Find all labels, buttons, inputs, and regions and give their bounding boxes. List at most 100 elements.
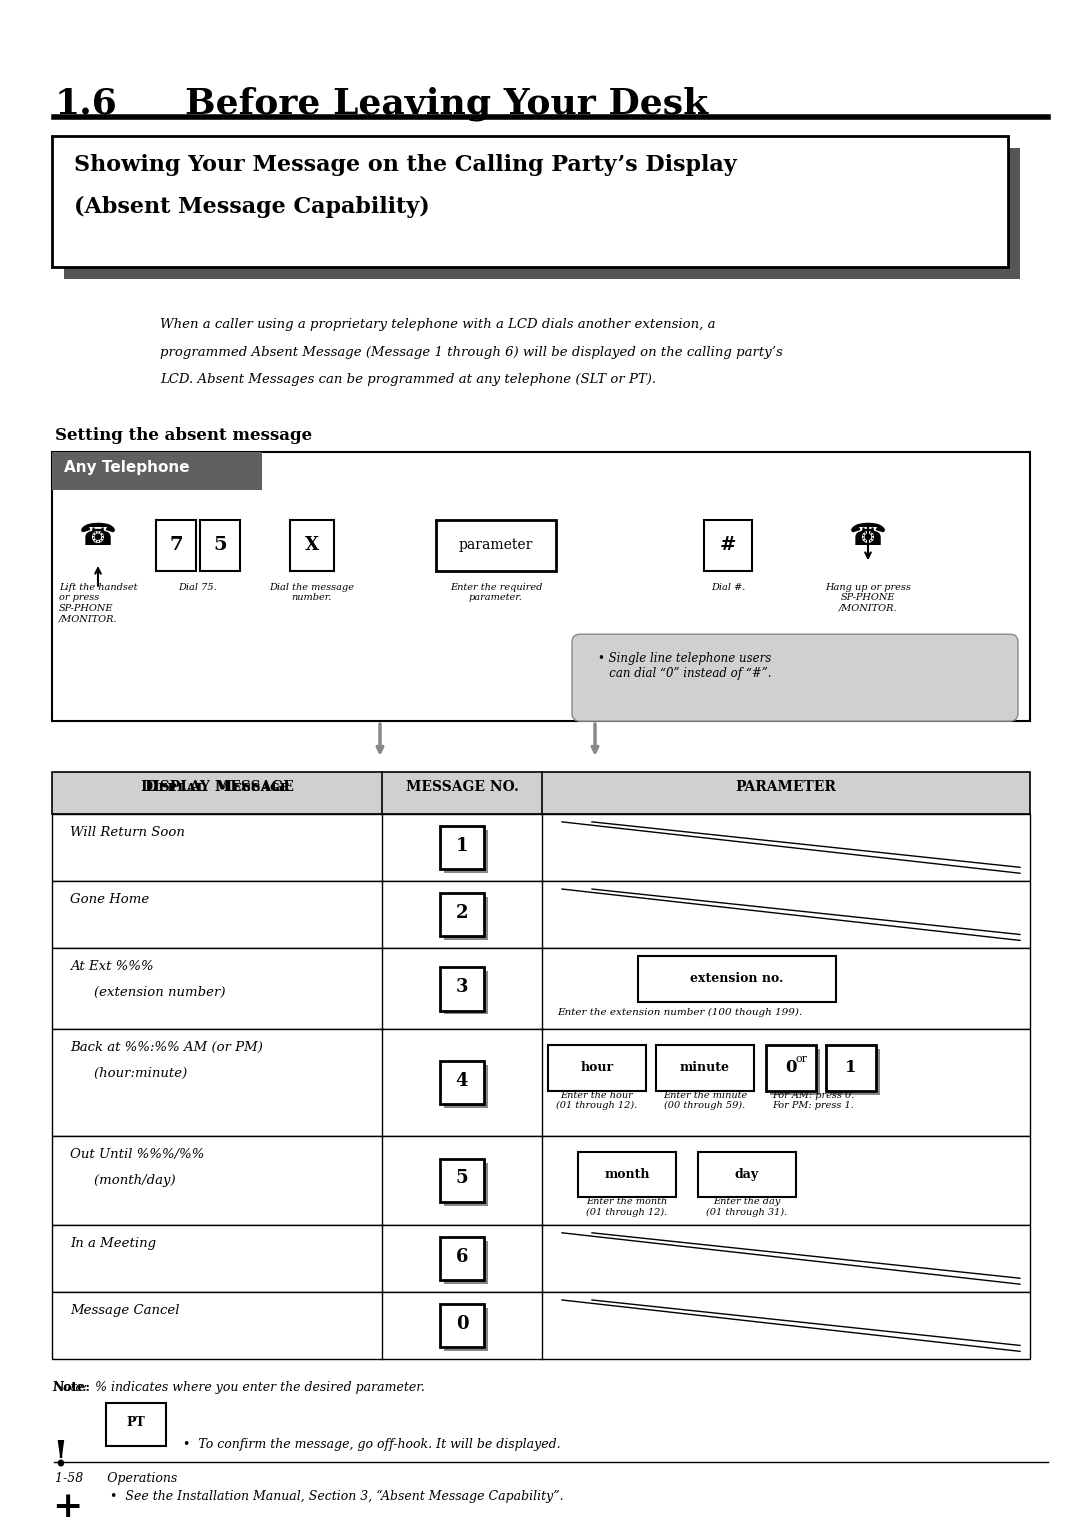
Text: Note:  % indicates where you enter the desired parameter.: Note: % indicates where you enter the de…	[52, 1381, 424, 1394]
Text: Will Return Soon: Will Return Soon	[70, 825, 185, 839]
Bar	[52, 814, 1030, 882]
Text: extension no.: extension no.	[690, 972, 784, 986]
Bar	[52, 136, 1008, 267]
Bar	[52, 1135, 1030, 1225]
Text: X: X	[305, 536, 319, 555]
FancyBboxPatch shape	[436, 520, 556, 571]
Text: month: month	[604, 1167, 650, 1181]
Bar	[52, 1030, 1030, 1135]
FancyBboxPatch shape	[548, 1045, 646, 1091]
FancyBboxPatch shape	[444, 1308, 488, 1351]
FancyBboxPatch shape	[444, 1065, 488, 1108]
Text: Dial 75.: Dial 75.	[178, 582, 217, 591]
FancyBboxPatch shape	[704, 520, 752, 571]
FancyBboxPatch shape	[444, 830, 488, 872]
Text: Hang up or press
SP-PHONE
/MONITOR.: Hang up or press SP-PHONE /MONITOR.	[825, 582, 910, 613]
FancyBboxPatch shape	[444, 897, 488, 940]
Text: Enter the minute
(00 through 59).: Enter the minute (00 through 59).	[663, 1091, 747, 1111]
Text: •  See the Installation Manual, Section 3, “Absent Message Capability”.: • See the Installation Manual, Section 3…	[110, 1490, 564, 1504]
Bar	[52, 452, 262, 490]
Text: 1: 1	[846, 1059, 856, 1076]
Text: Enter the required
parameter.: Enter the required parameter.	[449, 582, 542, 602]
Text: Dᴇᴘʟᴀʟ  Mᴇᴄᴄᴀɢᴇ: Dᴇᴘʟᴀʟ Mᴇᴄᴄᴀɢᴇ	[145, 781, 289, 795]
Text: •  To confirm the message, go off-hook. It will be displayed.: • To confirm the message, go off-hook. I…	[175, 1438, 561, 1452]
Text: Dial the message
number.: Dial the message number.	[270, 582, 354, 602]
Bar	[52, 773, 1030, 814]
Text: When a caller using a proprietary telephone with a LCD dials another extension, : When a caller using a proprietary teleph…	[160, 318, 715, 332]
Text: 6: 6	[456, 1247, 469, 1265]
FancyBboxPatch shape	[440, 1236, 484, 1280]
FancyBboxPatch shape	[200, 520, 240, 571]
Text: (Absent Message Capability): (Absent Message Capability)	[75, 196, 430, 217]
Text: Enter the month
(01 through 12).: Enter the month (01 through 12).	[586, 1198, 667, 1216]
Text: ☎: ☎	[79, 523, 117, 552]
Text: Before Leaving Your Desk: Before Leaving Your Desk	[185, 87, 708, 121]
FancyBboxPatch shape	[440, 1060, 484, 1105]
Text: 2: 2	[456, 903, 469, 921]
FancyBboxPatch shape	[440, 825, 484, 869]
Text: (hour:minute): (hour:minute)	[77, 1067, 187, 1080]
Bar	[52, 949, 1030, 1030]
FancyBboxPatch shape	[440, 967, 484, 1010]
Text: hour: hour	[580, 1062, 613, 1074]
FancyBboxPatch shape	[698, 1152, 796, 1198]
Text: Out Until %%%/%%: Out Until %%%/%%	[70, 1148, 204, 1161]
Text: 3: 3	[456, 978, 469, 996]
Text: +: +	[52, 1490, 82, 1523]
Text: Message Cancel: Message Cancel	[70, 1303, 179, 1317]
FancyBboxPatch shape	[444, 970, 488, 1015]
FancyBboxPatch shape	[572, 634, 1018, 721]
Text: 1.6: 1.6	[55, 87, 118, 121]
Bar	[52, 452, 1030, 721]
Text: ☎: ☎	[849, 523, 887, 552]
Text: Lift the handset
or press
SP-PHONE
/MONITOR.: Lift the handset or press SP-PHONE /MONI…	[58, 582, 137, 623]
Bar	[52, 1225, 1030, 1293]
Text: Gone Home: Gone Home	[70, 892, 149, 906]
Text: LCD. Absent Messages can be programmed at any telephone (SLT or PT).: LCD. Absent Messages can be programmed a…	[160, 373, 657, 387]
FancyBboxPatch shape	[831, 1050, 880, 1094]
FancyBboxPatch shape	[444, 1163, 488, 1206]
Text: parameter: parameter	[459, 538, 534, 552]
Text: DISPLAY MESSAGE: DISPLAY MESSAGE	[140, 781, 294, 795]
Text: Any Telephone: Any Telephone	[64, 460, 190, 475]
Text: minute: minute	[680, 1062, 730, 1074]
Text: 5: 5	[456, 1169, 469, 1187]
Text: (month/day): (month/day)	[77, 1174, 176, 1187]
FancyBboxPatch shape	[766, 1045, 816, 1091]
Text: (extension number): (extension number)	[77, 986, 226, 999]
Text: Dial #.: Dial #.	[711, 582, 745, 591]
FancyBboxPatch shape	[638, 957, 836, 1002]
Text: Showing Your Message on the Calling Party’s Display: Showing Your Message on the Calling Part…	[75, 154, 737, 176]
FancyBboxPatch shape	[440, 892, 484, 937]
Text: • Single line telephone users
   can dial “0” instead of “#”.: • Single line telephone users can dial “…	[598, 652, 771, 680]
Text: 0: 0	[456, 1314, 469, 1332]
Text: At Ext %%%: At Ext %%%	[70, 960, 153, 973]
Text: 1: 1	[456, 837, 469, 854]
Text: 7: 7	[170, 536, 183, 555]
Text: !: !	[52, 1438, 68, 1473]
Text: 0: 0	[785, 1059, 797, 1076]
Text: #: #	[719, 536, 737, 555]
Text: PT: PT	[126, 1416, 146, 1429]
FancyBboxPatch shape	[770, 1050, 820, 1094]
Text: 1-58      Operations: 1-58 Operations	[55, 1471, 177, 1485]
Bar	[64, 148, 1020, 278]
Text: 4: 4	[456, 1071, 469, 1089]
Text: or: or	[796, 1054, 808, 1063]
FancyBboxPatch shape	[440, 1158, 484, 1203]
FancyBboxPatch shape	[106, 1403, 166, 1445]
Text: Enter the day
(01 through 31).: Enter the day (01 through 31).	[706, 1198, 787, 1216]
FancyBboxPatch shape	[291, 520, 334, 571]
Text: 5: 5	[213, 536, 227, 555]
Text: Note:: Note:	[52, 1381, 90, 1394]
Bar	[52, 882, 1030, 949]
FancyBboxPatch shape	[578, 1152, 676, 1198]
FancyBboxPatch shape	[826, 1045, 876, 1091]
FancyBboxPatch shape	[156, 520, 195, 571]
Text: Enter the hour
(01 through 12).: Enter the hour (01 through 12).	[556, 1091, 637, 1111]
Text: Setting the absent message: Setting the absent message	[55, 426, 312, 443]
FancyBboxPatch shape	[444, 1241, 488, 1284]
Text: PARAMETER: PARAMETER	[735, 781, 836, 795]
FancyBboxPatch shape	[656, 1045, 754, 1091]
Bar	[52, 1293, 1030, 1360]
